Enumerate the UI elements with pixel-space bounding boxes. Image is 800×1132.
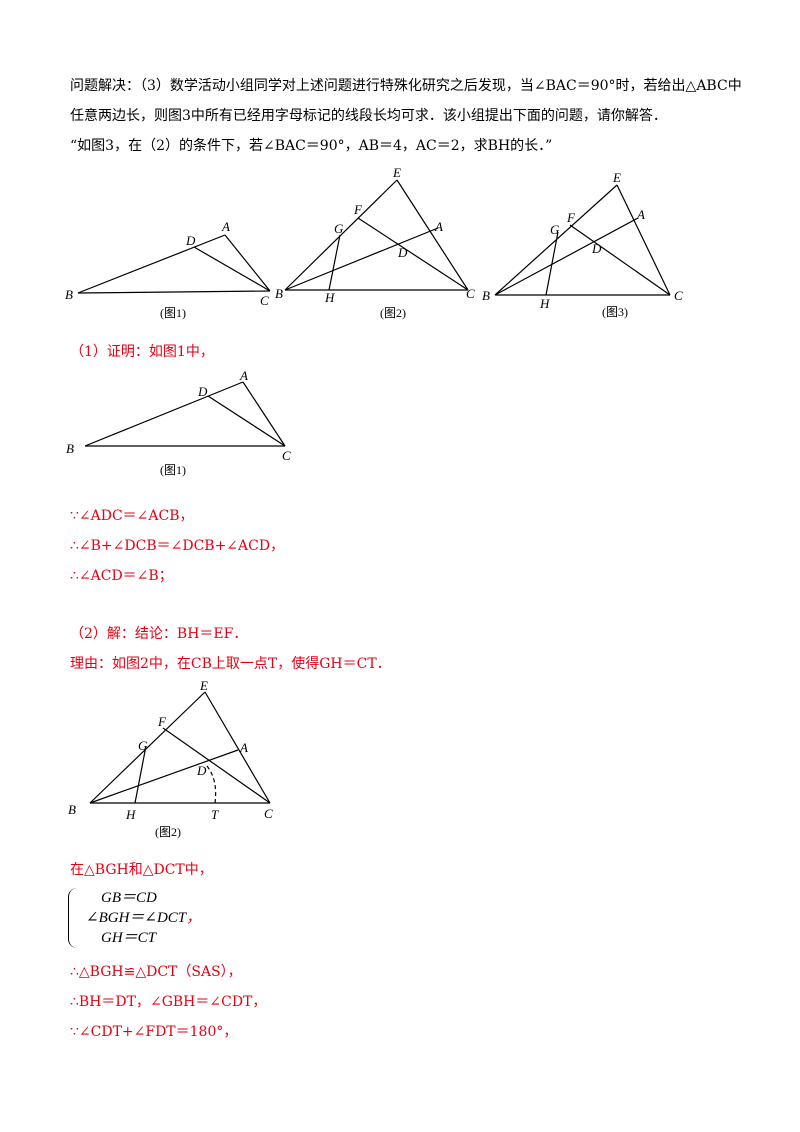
system-row-1: GB＝CD bbox=[101, 890, 157, 906]
label-c: C bbox=[264, 806, 273, 821]
part1-title: （1）证明：如图1中， bbox=[70, 344, 214, 360]
figure-2-caption: (图2) bbox=[380, 306, 406, 320]
label-a: A bbox=[239, 740, 248, 755]
congruent: ∴△BGH≌△DCT（SAS）， bbox=[70, 964, 242, 980]
part2-title: （2）解：结论：BH＝EF． bbox=[70, 626, 248, 642]
label-c: C bbox=[466, 286, 475, 301]
system-row-2: ∠BGH＝∠DCT， bbox=[86, 910, 202, 926]
label-d: D bbox=[397, 245, 408, 260]
label-f: F bbox=[566, 210, 576, 225]
label-g: G bbox=[334, 221, 344, 236]
label-d: D bbox=[196, 763, 207, 778]
solution-figure-2-caption: (图2) bbox=[155, 825, 181, 839]
figure-3-caption: (图3) bbox=[602, 305, 628, 319]
label-t: T bbox=[211, 807, 219, 822]
step-2: ∴∠B+∠DCB＝∠DCB+∠ACD， bbox=[70, 538, 285, 554]
label-a: A bbox=[221, 219, 230, 234]
problem-line-2: 任意两边长，则图3中所有已经用字母标记的线段长均可求．该小组提出下面的问题，请你… bbox=[70, 108, 667, 124]
label-a: A bbox=[239, 368, 248, 383]
part2-reason: 理由：如图2中，在CB上取一点T，使得GH＝CT． bbox=[70, 656, 391, 672]
figure-1-caption: (图1) bbox=[160, 306, 186, 320]
conclusion-2: ∵∠CDT+∠FDT＝180°， bbox=[70, 1024, 238, 1040]
label-g: G bbox=[550, 222, 560, 237]
figure-2: E F G A D B C H (图2) bbox=[275, 165, 475, 320]
label-c: C bbox=[260, 293, 269, 308]
label-b: B bbox=[66, 441, 74, 456]
system-comma: ， bbox=[186, 910, 202, 926]
label-b: B bbox=[65, 287, 73, 302]
solution-figure-2: E F G A D B C H T (图2) bbox=[68, 678, 273, 839]
label-a: A bbox=[434, 219, 443, 234]
brace-icon bbox=[68, 888, 77, 948]
problem-line-1: 问题解决：（3）数学活动小组同学对上述问题进行特殊化研究之后发现，当∠BAC＝9… bbox=[70, 78, 742, 94]
in-triangles: 在△BGH和△DCT中， bbox=[70, 862, 213, 878]
label-b: B bbox=[482, 288, 490, 303]
solution-figure-1: A B C D (图1) bbox=[66, 368, 291, 477]
label-d: D bbox=[185, 233, 196, 248]
label-f: F bbox=[157, 714, 167, 729]
label-e: E bbox=[199, 678, 208, 693]
label-g: G bbox=[138, 738, 148, 753]
problem-line-3: “如图3，在（2）的条件下，若∠BAC＝90°，AB＝4，AC＝2，求BH的长．… bbox=[70, 138, 553, 154]
figure-1: A B C D (图1) bbox=[65, 219, 271, 320]
label-d: D bbox=[591, 241, 602, 256]
label-a: A bbox=[636, 207, 645, 222]
label-h: H bbox=[324, 290, 335, 305]
label-c: C bbox=[282, 448, 291, 463]
label-h: H bbox=[539, 296, 550, 311]
label-b: B bbox=[68, 802, 76, 817]
label-e: E bbox=[612, 170, 621, 185]
label-d: D bbox=[197, 384, 208, 399]
conclusion-1: ∴BH＝DT，∠GBH＝∠CDT， bbox=[70, 994, 267, 1010]
solution-figure-1-caption: (图1) bbox=[160, 463, 186, 477]
label-e: E bbox=[392, 165, 401, 180]
label-h: H bbox=[125, 807, 136, 822]
system-row-3: GH＝CT bbox=[101, 930, 157, 946]
step-3: ∴∠ACD＝∠B； bbox=[70, 568, 173, 584]
figure-3: E F G A D B C H (图3) bbox=[482, 170, 683, 319]
label-c: C bbox=[674, 288, 683, 303]
label-b: B bbox=[275, 286, 283, 301]
label-f: F bbox=[353, 202, 363, 217]
step-1: ∵∠ADC＝∠ACB， bbox=[70, 508, 194, 524]
